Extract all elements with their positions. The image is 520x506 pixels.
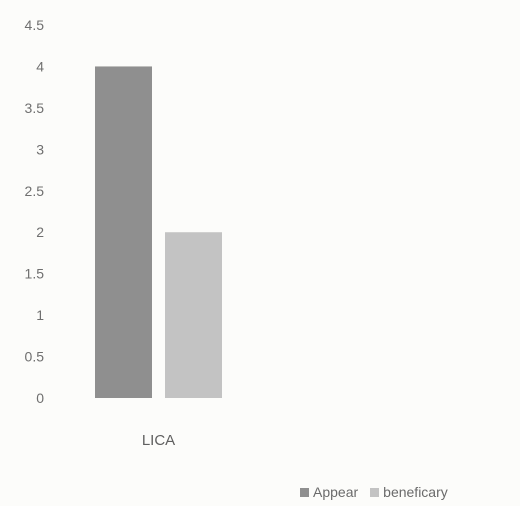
y-tick-label: 1.5	[25, 266, 45, 282]
legend-item-series-2: beneficary	[370, 484, 448, 500]
y-tick-label: 0.5	[25, 349, 45, 365]
y-tick-label: 2.5	[25, 183, 45, 199]
legend-item-series-1: Appear	[300, 484, 358, 500]
bar-lica-series-2	[165, 232, 222, 398]
bar-lica-series-1	[95, 66, 152, 398]
y-axis-ticks: 0 0.5 1 1.5 2 2.5 3 3.5 4 4.5	[25, 17, 45, 406]
y-tick-label: 4.5	[25, 17, 45, 33]
y-tick-label: 0	[36, 390, 44, 406]
chart-legend: Appear beneficary	[300, 484, 448, 500]
y-tick-label: 3	[36, 141, 44, 157]
legend-label-series-2: beneficary	[383, 484, 448, 500]
legend-label-series-1: Appear	[313, 484, 359, 500]
legend-swatch-series-2	[370, 487, 380, 497]
y-tick-label: 2	[36, 224, 44, 240]
x-axis-labels: LICA	[142, 432, 175, 449]
y-tick-label: 1	[36, 307, 44, 323]
chart-bars	[95, 66, 222, 398]
y-tick-label: 4	[36, 58, 44, 74]
y-tick-label: 3.5	[25, 100, 45, 116]
legend-swatch-series-1	[300, 487, 309, 497]
x-category-label: LICA	[142, 432, 175, 449]
